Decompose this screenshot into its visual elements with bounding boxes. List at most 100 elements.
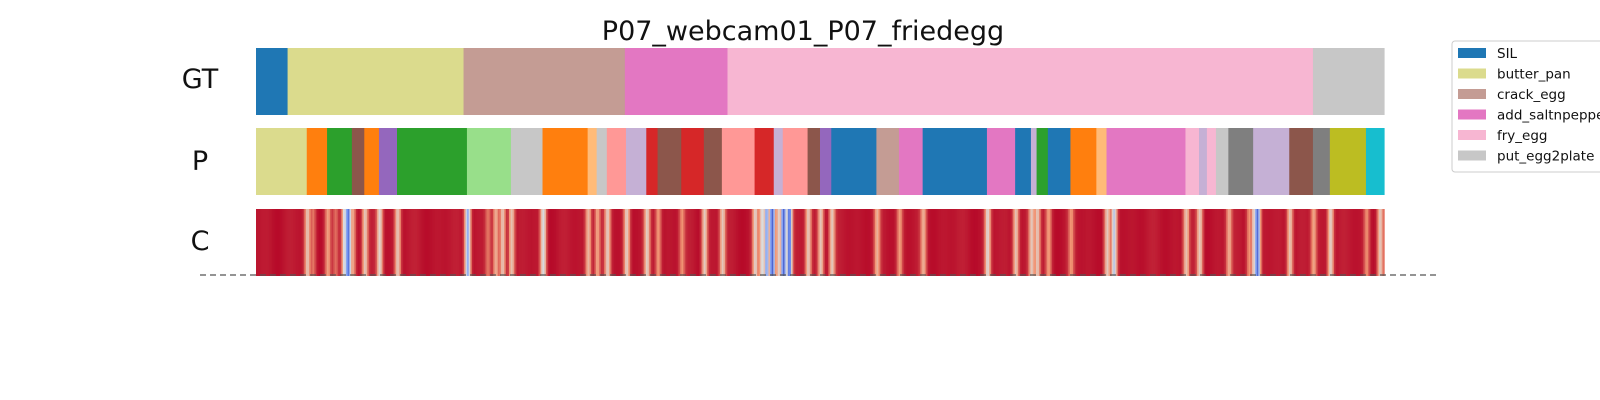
confidence-cell bbox=[637, 209, 641, 276]
confidence-cell bbox=[373, 209, 376, 276]
confidence-cell bbox=[947, 209, 950, 276]
confidence-cell bbox=[625, 209, 628, 276]
confidence-cell bbox=[895, 209, 899, 276]
confidence-cell bbox=[289, 209, 293, 276]
confidence-cell bbox=[973, 209, 976, 276]
confidence-cell bbox=[644, 209, 647, 276]
confidence-cell bbox=[1243, 209, 1247, 276]
confidence-cell bbox=[876, 209, 879, 276]
confidence-cell bbox=[881, 209, 884, 276]
confidence-cell bbox=[815, 209, 818, 276]
confidence-cell bbox=[296, 209, 299, 276]
p-segment-21 bbox=[782, 128, 809, 195]
confidence-cell bbox=[695, 209, 699, 276]
confidence-cell bbox=[584, 209, 588, 276]
confidence-cell bbox=[852, 209, 855, 276]
confidence-cell bbox=[426, 209, 430, 276]
confidence-cell bbox=[874, 209, 878, 276]
confidence-cell bbox=[533, 209, 536, 276]
confidence-cell bbox=[1189, 209, 1192, 276]
confidence-cell bbox=[658, 209, 662, 276]
confidence-cell bbox=[1171, 209, 1174, 276]
confidence-cell bbox=[618, 209, 621, 276]
confidence-cell bbox=[549, 209, 552, 276]
confidence-cell bbox=[1205, 209, 1208, 276]
confidence-cell bbox=[521, 209, 525, 276]
confidence-cell bbox=[716, 209, 720, 276]
p-segment-36 bbox=[1185, 128, 1200, 195]
confidence-cell bbox=[299, 209, 302, 276]
confidence-cell bbox=[423, 209, 426, 276]
confidence-cell bbox=[808, 209, 812, 276]
confidence-cell bbox=[678, 209, 681, 276]
confidence-cell bbox=[734, 209, 737, 276]
confidence-cell bbox=[1081, 209, 1084, 276]
confidence-cell bbox=[534, 209, 538, 276]
confidence-cell bbox=[639, 209, 642, 276]
row-label-c: C bbox=[191, 226, 210, 257]
confidence-cell bbox=[338, 209, 341, 276]
confidence-cell bbox=[724, 209, 728, 276]
confidence-cell bbox=[665, 209, 668, 276]
confidence-cell bbox=[407, 209, 410, 276]
confidence-cell bbox=[525, 209, 528, 276]
confidence-cell bbox=[1311, 209, 1314, 276]
confidence-cell bbox=[1118, 209, 1121, 276]
confidence-cell bbox=[1072, 209, 1076, 276]
confidence-cell bbox=[1363, 209, 1366, 276]
confidence-cell bbox=[1026, 209, 1029, 276]
confidence-cell bbox=[940, 209, 944, 276]
confidence-cell bbox=[823, 209, 826, 276]
confidence-cell bbox=[278, 209, 281, 276]
p-segment-17 bbox=[703, 128, 723, 195]
confidence-cell bbox=[982, 209, 986, 276]
confidence-cell bbox=[634, 209, 637, 276]
confidence-cell bbox=[663, 209, 666, 276]
confidence-cell bbox=[468, 209, 472, 276]
confidence-cell bbox=[1131, 209, 1134, 276]
confidence-cell bbox=[936, 209, 939, 276]
confidence-cell bbox=[502, 209, 505, 276]
confidence-cell bbox=[799, 209, 802, 276]
confidence-cell bbox=[365, 209, 368, 276]
confidence-cell bbox=[1276, 209, 1279, 276]
confidence-cell bbox=[355, 209, 359, 276]
confidence-cell bbox=[526, 209, 530, 276]
confidence-cell bbox=[1169, 209, 1172, 276]
p-segment-26 bbox=[898, 128, 924, 195]
p-segment-43 bbox=[1312, 128, 1331, 195]
confidence-cell bbox=[1068, 209, 1071, 276]
confidence-cell bbox=[1184, 209, 1187, 276]
confidence-cell bbox=[1111, 209, 1114, 276]
confidence-cell bbox=[860, 209, 863, 276]
legend-swatch-1 bbox=[1458, 68, 1486, 79]
confidence-cell bbox=[1100, 209, 1103, 276]
confidence-cell bbox=[931, 209, 934, 276]
p-segment-18 bbox=[721, 128, 756, 195]
p-segment-38 bbox=[1206, 128, 1217, 195]
confidence-cell bbox=[368, 209, 372, 276]
confidence-cell bbox=[655, 209, 658, 276]
confidence-cell bbox=[657, 209, 660, 276]
confidence-cell bbox=[320, 209, 323, 276]
confidence-cell bbox=[790, 209, 794, 276]
confidence-cell bbox=[1122, 209, 1126, 276]
confidence-cell bbox=[802, 209, 805, 276]
confidence-cell bbox=[887, 209, 890, 276]
confidence-cell bbox=[745, 209, 749, 276]
confidence-cell bbox=[1102, 209, 1105, 276]
confidence-cell bbox=[449, 209, 452, 276]
confidence-cell bbox=[758, 209, 762, 276]
p-segment-16 bbox=[681, 128, 705, 195]
confidence-cell bbox=[1168, 209, 1171, 276]
confidence-cell bbox=[1261, 209, 1264, 276]
confidence-cell bbox=[328, 209, 331, 276]
confidence-cell bbox=[476, 209, 480, 276]
confidence-cell bbox=[858, 209, 861, 276]
confidence-cell bbox=[309, 209, 312, 276]
confidence-cell bbox=[1053, 209, 1056, 276]
confidence-cell bbox=[1303, 209, 1306, 276]
confidence-cell bbox=[849, 209, 852, 276]
confidence-cell bbox=[1242, 209, 1245, 276]
